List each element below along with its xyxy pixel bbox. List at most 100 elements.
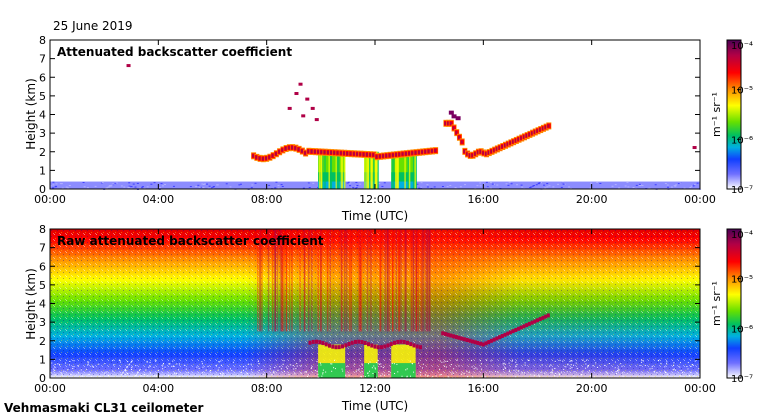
noise-speck (360, 375, 362, 377)
cloud-layer-2-center (495, 147, 498, 151)
noise-speck (576, 368, 578, 370)
noise-speck (292, 365, 294, 367)
noise-speck (207, 365, 209, 367)
cloud-base-1 (331, 344, 335, 349)
precipitation-streak (343, 151, 346, 189)
y-tick-label: 6 (39, 71, 46, 84)
noise-speck (382, 367, 384, 369)
cloud-base-2 (471, 339, 474, 344)
noise-speck (533, 374, 535, 376)
noise-speck (620, 363, 622, 365)
boundary-layer-cell (568, 186, 571, 188)
noise-speck (588, 370, 590, 372)
noise-speck (113, 364, 115, 366)
noise-speck (447, 360, 449, 362)
noise-speck (248, 363, 250, 365)
noise-speck (471, 359, 473, 361)
noise-speck (380, 363, 382, 365)
boundary-layer-cell (203, 183, 206, 185)
cloud-base-1 (383, 344, 387, 349)
noise-speck (139, 368, 141, 370)
noise-speck (524, 364, 526, 366)
cloud-layer-1-center (346, 151, 349, 155)
noise-speck (614, 367, 616, 369)
cloud-base-1 (367, 342, 370, 347)
boundary-layer-cell (158, 186, 161, 188)
boundary-layer-cell (666, 184, 669, 186)
cloud-layer-2-center (517, 137, 520, 141)
y-axis-label: Height (km) (24, 268, 38, 339)
precipitation-streak (366, 151, 368, 189)
noise-speck (445, 366, 447, 368)
boundary-layer-cell (420, 187, 423, 189)
precipitation-streak (338, 151, 340, 189)
boundary-layer-cell (529, 187, 532, 189)
noise-speck (154, 359, 156, 361)
noise-speck (537, 374, 539, 376)
noise-speck (689, 375, 691, 377)
noise-speck (617, 370, 619, 372)
noise-speck (657, 359, 659, 361)
boundary-layer-cell (229, 186, 232, 188)
noise-speck (136, 372, 138, 374)
noise-speck (246, 373, 248, 375)
noise-speck (453, 368, 455, 370)
cloud-layer-1-center (326, 150, 329, 154)
boundary-layer-cell (251, 184, 254, 186)
noise-speck (550, 364, 552, 366)
boundary-layer-cell (614, 184, 617, 186)
noise-speck (479, 360, 481, 362)
noise-speck (456, 359, 458, 361)
cloud-base-2 (541, 315, 545, 320)
boundary-layer-cell (626, 181, 629, 183)
noise-speck (541, 371, 543, 373)
noise-speck (153, 366, 155, 368)
boundary-layer-cell (134, 186, 137, 188)
noise-speck (104, 363, 106, 365)
noise-speck (241, 371, 243, 373)
boundary-layer-cell (689, 187, 692, 189)
noise-speck (70, 373, 72, 375)
boundary-layer-cell (164, 183, 167, 185)
precipitation-streak (374, 151, 377, 189)
noise-speck (169, 363, 171, 365)
signal-streak (317, 229, 319, 332)
signal-streak (340, 229, 343, 332)
noise-speck (361, 371, 363, 373)
signal-streak (404, 229, 406, 332)
cloud-base-1 (363, 340, 367, 345)
cloud-layer-2-center (493, 148, 496, 152)
noise-speck (232, 361, 234, 363)
noise-speck (424, 374, 426, 376)
noise-speck (587, 366, 589, 368)
noise-speck (508, 371, 510, 373)
boundary-layer-cell (561, 182, 564, 184)
cloud-base-2 (492, 337, 496, 342)
boundary-layer-cell (441, 186, 444, 188)
boundary-layer-cell (52, 184, 55, 186)
signal-streak (343, 229, 346, 332)
noise-speck (413, 371, 415, 373)
cloud-base-2 (468, 338, 472, 343)
noise-speck (686, 366, 688, 368)
noise-speck (135, 365, 137, 367)
cloud-layer-2-center (444, 121, 447, 125)
signal-streak (267, 229, 270, 332)
noise-speck (673, 368, 675, 370)
noise-speck (322, 373, 324, 375)
boundary-layer-cell (307, 182, 310, 184)
noise-speck (672, 369, 674, 371)
boundary-layer-cell (130, 186, 133, 188)
noise-speck (450, 364, 452, 366)
cloud-base-1 (357, 339, 361, 344)
noise-speck (377, 360, 379, 362)
boundary-layer-cell (86, 187, 89, 189)
noise-speck (374, 368, 376, 370)
noise-speck (269, 368, 271, 370)
y-tick-label: 1 (39, 164, 46, 177)
noise-speck (296, 365, 298, 367)
noise-speck (245, 368, 247, 370)
noise-speck (280, 368, 282, 370)
noise-speck (126, 367, 128, 369)
cloud-layer-1-center (310, 149, 313, 153)
